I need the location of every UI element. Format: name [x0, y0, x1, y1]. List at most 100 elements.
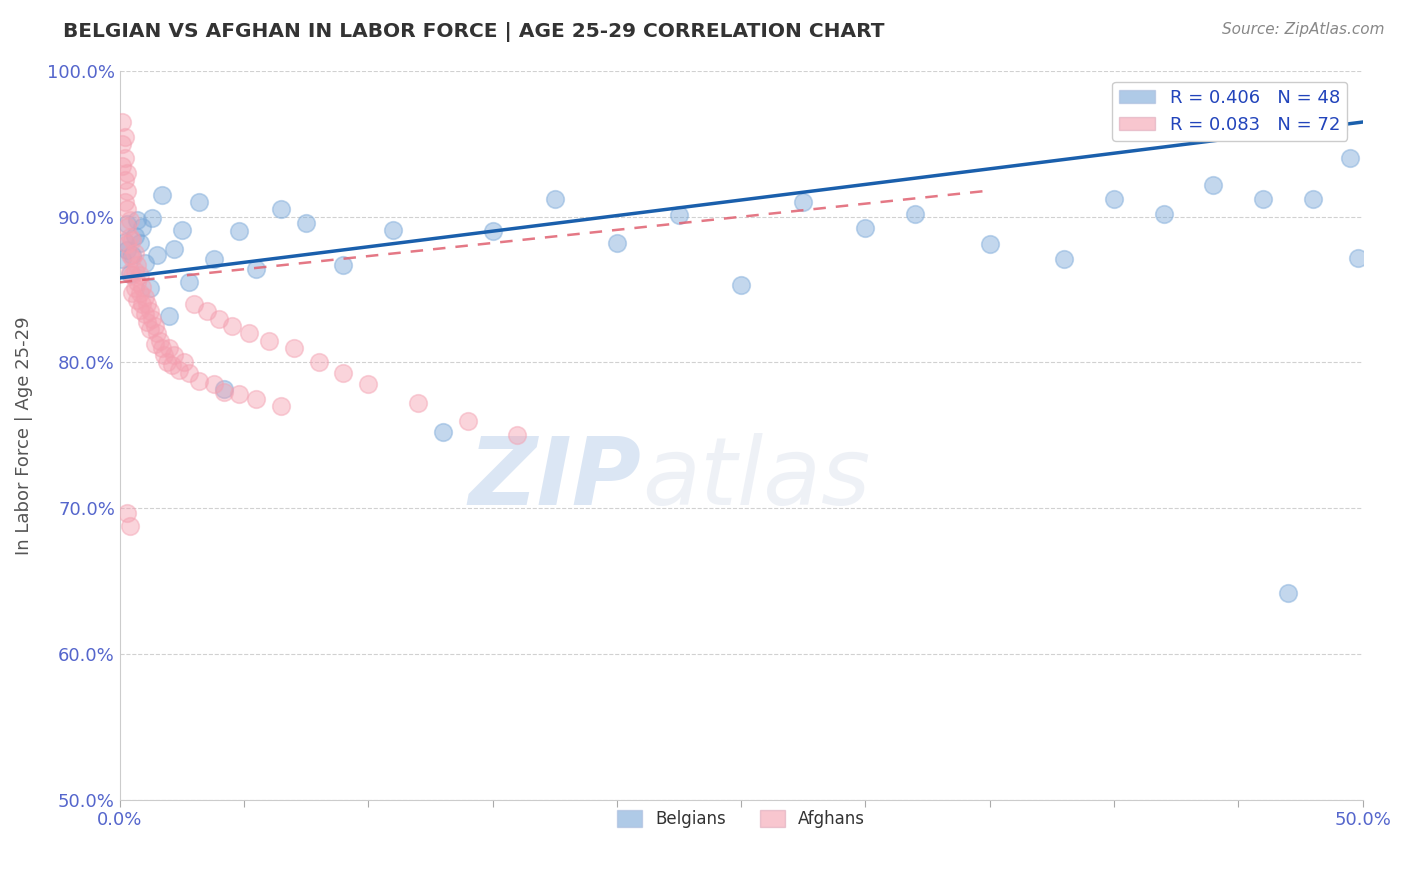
- Point: [855, 221, 877, 235]
- Point: [382, 223, 405, 237]
- Point: [1302, 192, 1324, 206]
- Point: [195, 304, 218, 318]
- Point: [212, 382, 235, 396]
- Point: [183, 297, 205, 311]
- Point: [245, 262, 267, 277]
- Point: [127, 293, 149, 307]
- Point: [457, 414, 479, 428]
- Point: [111, 115, 134, 129]
- Point: [121, 251, 143, 265]
- Point: [128, 285, 150, 300]
- Point: [159, 341, 181, 355]
- Point: [730, 278, 752, 293]
- Point: [179, 275, 201, 289]
- Point: [114, 173, 136, 187]
- Point: [115, 217, 138, 231]
- Point: [156, 355, 179, 369]
- Point: [153, 348, 176, 362]
- Point: [163, 242, 186, 256]
- Point: [138, 281, 160, 295]
- Point: [136, 315, 159, 329]
- Legend: Belgians, Afghans: Belgians, Afghans: [610, 804, 872, 835]
- Point: [221, 318, 243, 333]
- Point: [115, 184, 138, 198]
- Point: [134, 290, 156, 304]
- Point: [131, 279, 153, 293]
- Point: [118, 267, 141, 281]
- Point: [127, 275, 149, 289]
- Point: [163, 348, 186, 362]
- Point: [1102, 192, 1125, 206]
- Point: [148, 334, 170, 348]
- Point: [128, 268, 150, 282]
- Point: [115, 166, 138, 180]
- Text: BELGIAN VS AFGHAN IN LABOR FORCE | AGE 25-29 CORRELATION CHART: BELGIAN VS AFGHAN IN LABOR FORCE | AGE 2…: [63, 22, 884, 42]
- Point: [1202, 178, 1225, 192]
- Point: [1326, 122, 1348, 136]
- Point: [115, 202, 138, 217]
- Point: [138, 322, 160, 336]
- Point: [124, 246, 146, 260]
- Point: [283, 341, 305, 355]
- Point: [202, 377, 225, 392]
- Point: [188, 195, 211, 210]
- Point: [308, 355, 330, 369]
- Point: [1277, 585, 1299, 599]
- Point: [134, 307, 156, 321]
- Point: [357, 377, 380, 392]
- Point: [138, 304, 160, 318]
- Point: [121, 285, 143, 300]
- Text: atlas: atlas: [641, 434, 870, 524]
- Point: [146, 247, 169, 261]
- Point: [245, 392, 267, 406]
- Point: [1053, 252, 1076, 266]
- Point: [295, 216, 318, 230]
- Point: [115, 244, 138, 258]
- Text: Source: ZipAtlas.com: Source: ZipAtlas.com: [1222, 22, 1385, 37]
- Point: [228, 224, 250, 238]
- Point: [118, 247, 141, 261]
- Point: [111, 159, 134, 173]
- Point: [170, 223, 193, 237]
- Point: [668, 208, 690, 222]
- Point: [115, 506, 138, 520]
- Point: [544, 192, 567, 206]
- Point: [124, 281, 146, 295]
- Point: [238, 326, 260, 341]
- Point: [1347, 251, 1369, 265]
- Point: [270, 202, 292, 217]
- Text: ZIP: ZIP: [468, 433, 641, 525]
- Point: [143, 318, 166, 333]
- Point: [481, 224, 503, 238]
- Point: [124, 263, 146, 277]
- Point: [202, 252, 225, 266]
- Point: [128, 303, 150, 318]
- Point: [332, 258, 354, 272]
- Point: [208, 311, 231, 326]
- Point: [141, 211, 163, 226]
- Point: [115, 219, 138, 234]
- Point: [124, 228, 146, 243]
- Point: [406, 396, 429, 410]
- Point: [979, 237, 1001, 252]
- Point: [179, 366, 201, 380]
- Point: [150, 341, 173, 355]
- Point: [111, 136, 134, 151]
- Point: [606, 235, 628, 250]
- Point: [127, 258, 149, 272]
- Point: [121, 233, 143, 247]
- Point: [136, 297, 159, 311]
- Point: [1251, 192, 1274, 206]
- Point: [150, 187, 173, 202]
- Point: [118, 230, 141, 244]
- Point: [792, 195, 814, 210]
- Point: [159, 309, 181, 323]
- Point: [114, 152, 136, 166]
- Point: [141, 311, 163, 326]
- Point: [115, 237, 138, 252]
- Point: [121, 247, 143, 261]
- Point: [432, 425, 454, 440]
- Point: [114, 195, 136, 210]
- Point: [169, 362, 191, 376]
- Point: [118, 265, 141, 279]
